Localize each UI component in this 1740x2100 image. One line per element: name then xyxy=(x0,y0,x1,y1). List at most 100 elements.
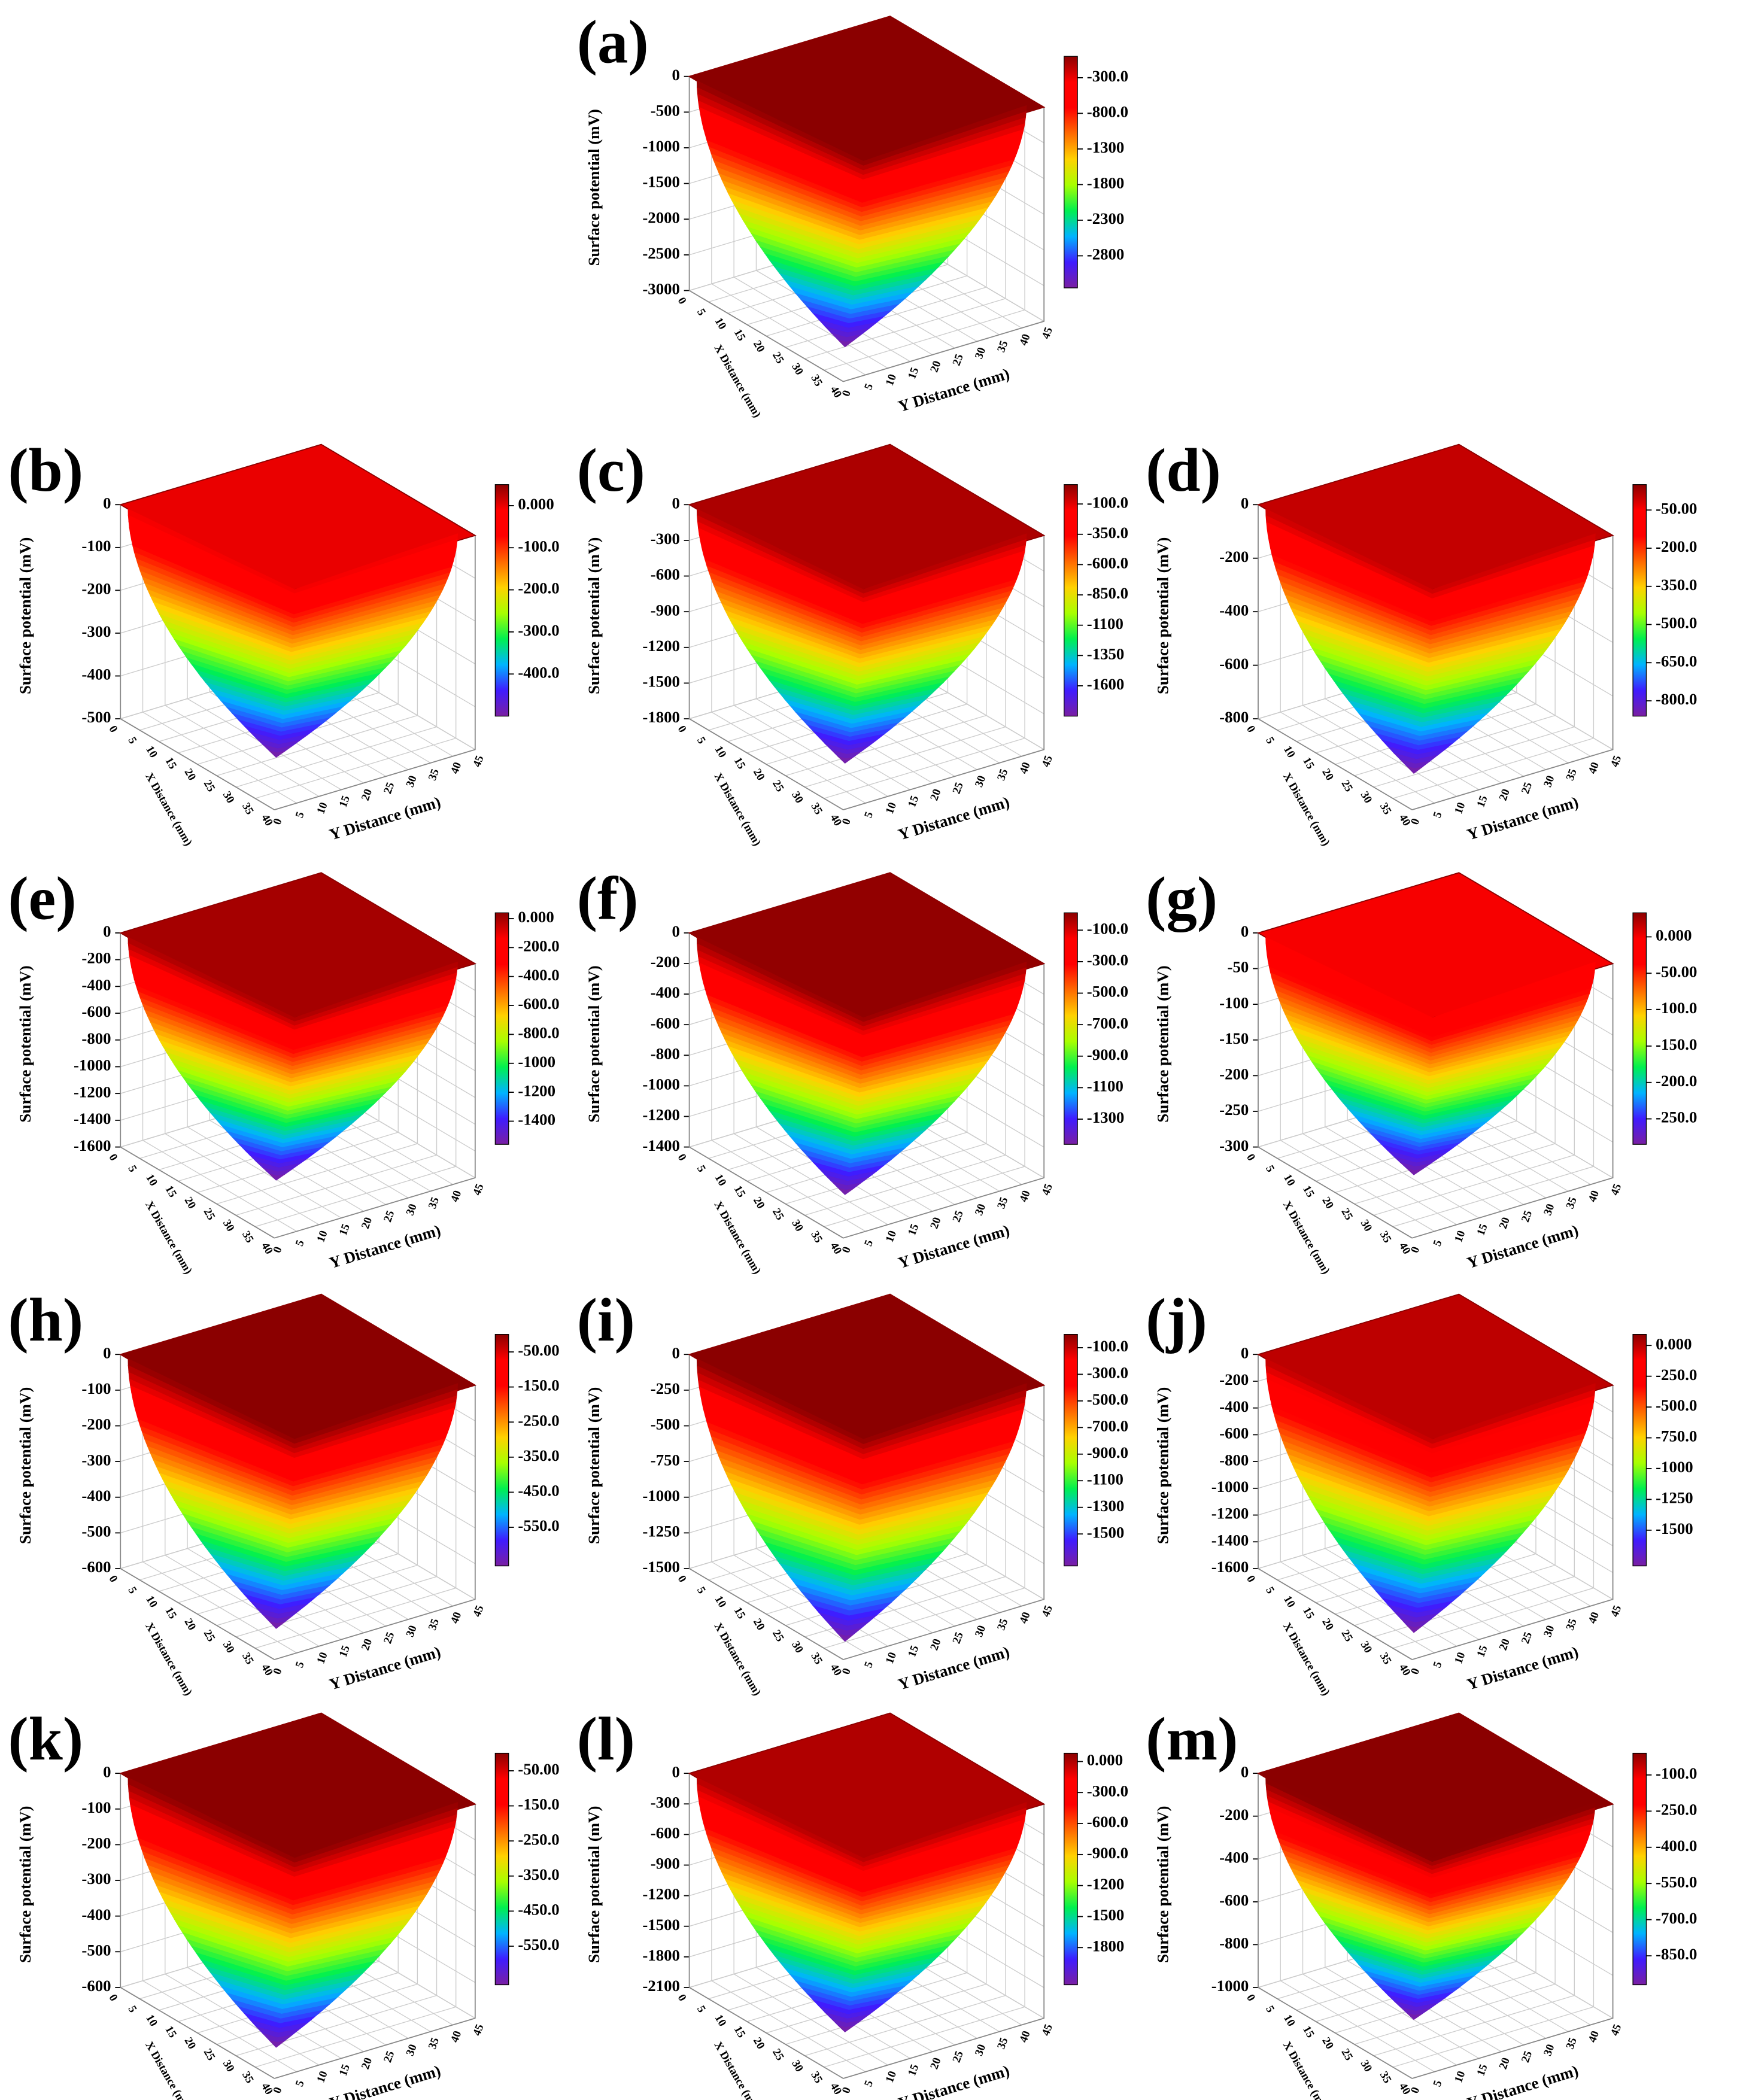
x-tick-label: 35 xyxy=(1377,1651,1394,1667)
y-tick-label: 10 xyxy=(314,1651,330,1666)
surface-band xyxy=(838,339,855,348)
z-tick-label: -1800 xyxy=(642,1946,680,1964)
y-tick-label: 25 xyxy=(381,2049,397,2064)
axis-line xyxy=(1411,1598,1613,1660)
z-tick-label: -500 xyxy=(651,1415,680,1433)
z-axis-title: Surface potential (mV) xyxy=(585,1806,603,1963)
colorbar-tick-label: -400.0 xyxy=(518,663,559,681)
grid-line xyxy=(216,715,418,776)
y-tick-label: 0 xyxy=(840,1667,854,1676)
x-tick-label: 10 xyxy=(1281,2013,1298,2029)
y-tick-label: 30 xyxy=(973,346,988,361)
grid-line xyxy=(711,283,866,375)
axis-line xyxy=(689,1568,844,1660)
grid-line xyxy=(804,726,1006,788)
y-tick-label: 5 xyxy=(293,2078,307,2088)
y-tick-label: 0 xyxy=(840,2086,854,2095)
axis-line xyxy=(120,1568,275,1660)
x-tick-label: 35 xyxy=(239,1229,256,1245)
grid-line xyxy=(785,715,986,776)
grid-line xyxy=(785,1143,986,1205)
x-tick-label: 15 xyxy=(1300,2024,1317,2040)
x-tick-label: 15 xyxy=(162,1183,179,1199)
x-tick-label: 35 xyxy=(1377,801,1394,817)
x-tick-label: 25 xyxy=(201,778,218,794)
grid-line xyxy=(804,1154,1006,1216)
colorbar xyxy=(494,1752,509,1986)
colorbar-tick-label: -300.0 xyxy=(1087,1782,1128,1800)
colorbar-tick-label: -150.0 xyxy=(1656,1035,1697,1053)
x-tick-label: 20 xyxy=(751,2035,767,2052)
y-tick-label: 45 xyxy=(470,2023,486,2038)
z-tick-label: -1400 xyxy=(74,1110,111,1128)
x-tick-label: 10 xyxy=(143,1594,160,1610)
z-tick-label: -3000 xyxy=(642,280,680,298)
x-tick-label: 10 xyxy=(1281,1594,1298,1610)
y-tick-label: 35 xyxy=(1564,2036,1580,2051)
colorbar-tick-label: -1250 xyxy=(1656,1489,1693,1507)
grid-line xyxy=(1373,1576,1575,1637)
z-tick-label: -1000 xyxy=(642,137,680,155)
colorbar-tick-label: -200.0 xyxy=(1656,1072,1697,1090)
y-tick-label: 5 xyxy=(862,382,876,391)
grid-line xyxy=(711,712,866,804)
y-tick-label: 0 xyxy=(271,1667,285,1676)
colorbar-tick-label: -600.0 xyxy=(518,995,559,1013)
y-tick-label: 30 xyxy=(404,2043,420,2058)
grid-line xyxy=(142,1980,297,2072)
y-tick-label: 35 xyxy=(426,1617,442,1632)
colorbar-tick-label: -300.0 xyxy=(1087,1364,1128,1382)
axis-line xyxy=(689,1987,844,2079)
y-tick-label: 20 xyxy=(359,1637,375,1652)
colorbar-tick-label: -1000 xyxy=(518,1053,555,1071)
z-tick-label: -1000 xyxy=(1211,1478,1249,1496)
grid-line xyxy=(711,1980,866,2072)
z-tick-label: -800 xyxy=(1219,1934,1249,1952)
colorbar-tick-label: -700.0 xyxy=(1656,1909,1697,1927)
grid-line xyxy=(187,1126,342,1218)
axis-line xyxy=(120,1987,275,2079)
axis-line xyxy=(274,1177,476,1239)
y-tick-label: 30 xyxy=(1541,774,1557,789)
x-tick-label: 30 xyxy=(789,789,806,806)
y-tick-label: 10 xyxy=(314,2069,330,2084)
y-tick-label: 25 xyxy=(951,780,966,795)
grid-line xyxy=(142,1561,297,1654)
y-tick-label: 20 xyxy=(359,788,375,803)
y-tick-label: 30 xyxy=(973,1624,988,1639)
x-tick-label: 30 xyxy=(220,2058,237,2074)
colorbar-tick-label: -150.0 xyxy=(518,1376,559,1394)
y-tick-label: 25 xyxy=(1519,1630,1535,1645)
z-tick-label: -900 xyxy=(651,1855,680,1873)
colorbar-tick-label: -850.0 xyxy=(1087,584,1128,602)
z-axis-title: Surface potential (mV) xyxy=(16,537,34,694)
x-tick-label: 15 xyxy=(162,755,179,771)
colorbar xyxy=(1632,1752,1647,1986)
y-tick-label: 20 xyxy=(928,2056,943,2071)
z-tick-label: 0 xyxy=(1241,1344,1249,1361)
z-tick-label: -200 xyxy=(81,580,111,598)
y-tick-label: 10 xyxy=(1452,1651,1468,1666)
y-tick-label: 10 xyxy=(314,1229,330,1244)
z-tick-label: -1500 xyxy=(642,1916,680,1934)
grid-line xyxy=(785,1983,986,2045)
panel-label: (b) xyxy=(8,436,83,505)
x-tick-label: 25 xyxy=(770,778,787,794)
y-tick-label: 20 xyxy=(1497,788,1513,803)
y-tick-label: 5 xyxy=(862,1238,876,1248)
y-tick-label: 5 xyxy=(293,1238,307,1248)
panel: 0-100-200-300-400-500-600051015202530354… xyxy=(8,1705,559,2100)
colorbar xyxy=(494,1334,509,1567)
grid-line xyxy=(1354,1143,1556,1205)
y-tick-label: 45 xyxy=(1608,1182,1624,1197)
z-tick-label: -1500 xyxy=(642,173,680,191)
z-tick-label: -800 xyxy=(1219,708,1249,726)
z-tick-label: -400 xyxy=(81,1487,111,1505)
z-tick-label: -200 xyxy=(81,1834,111,1852)
y-tick-label: 25 xyxy=(951,2049,966,2064)
x-tick-label: 25 xyxy=(770,1628,787,1644)
panel: 0-300-600-900-1200-1500-1800-21000510152… xyxy=(577,1705,1128,2100)
x-tick-label: 5 xyxy=(1263,2004,1277,2015)
x-tick-label: 15 xyxy=(731,327,748,343)
